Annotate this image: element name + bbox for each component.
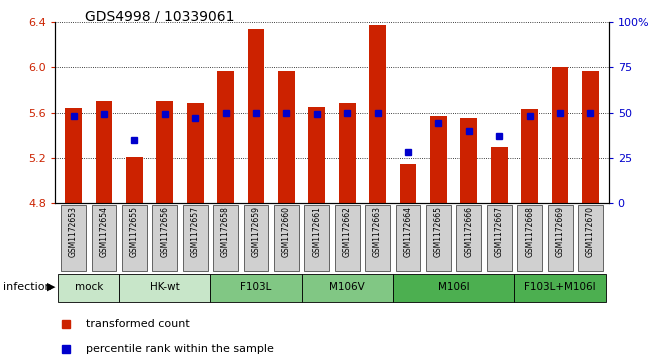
Text: GSM1172654: GSM1172654 [100,206,109,257]
FancyBboxPatch shape [183,205,208,271]
Text: GSM1172660: GSM1172660 [282,206,291,257]
Text: GSM1172659: GSM1172659 [251,206,260,257]
FancyBboxPatch shape [393,274,514,302]
Bar [339,103,355,203]
Text: GSM1172658: GSM1172658 [221,206,230,257]
FancyBboxPatch shape [210,274,301,302]
Text: GSM1172653: GSM1172653 [69,206,78,257]
Text: GSM1172661: GSM1172661 [312,206,322,257]
Bar [278,70,295,203]
FancyBboxPatch shape [517,205,542,271]
FancyBboxPatch shape [61,205,86,271]
Text: M106I: M106I [438,282,469,292]
Text: M106V: M106V [329,282,365,292]
Text: GSM1172663: GSM1172663 [373,206,382,257]
Bar [369,25,386,203]
Text: GSM1172656: GSM1172656 [160,206,169,257]
Bar [96,101,113,203]
Text: HK-wt: HK-wt [150,282,180,292]
Bar [582,70,599,203]
FancyBboxPatch shape [92,205,117,271]
FancyBboxPatch shape [487,205,512,271]
Bar [491,147,508,203]
Text: infection: infection [3,282,52,292]
Text: GDS4998 / 10339061: GDS4998 / 10339061 [85,9,234,23]
FancyBboxPatch shape [304,205,329,271]
FancyBboxPatch shape [59,274,119,302]
FancyBboxPatch shape [213,205,238,271]
FancyBboxPatch shape [335,205,359,271]
Text: GSM1172665: GSM1172665 [434,206,443,257]
FancyBboxPatch shape [243,205,268,271]
Bar [65,108,82,203]
Text: ▶: ▶ [47,282,55,292]
Text: GSM1172664: GSM1172664 [404,206,413,257]
FancyBboxPatch shape [578,205,603,271]
Text: GSM1172670: GSM1172670 [586,206,595,257]
FancyBboxPatch shape [396,205,421,271]
FancyBboxPatch shape [122,205,147,271]
Bar [309,107,325,203]
FancyBboxPatch shape [426,205,451,271]
FancyBboxPatch shape [365,205,390,271]
Text: GSM1172666: GSM1172666 [464,206,473,257]
Bar [217,70,234,203]
Bar [187,103,204,203]
Bar [551,67,568,203]
Text: GSM1172655: GSM1172655 [130,206,139,257]
FancyBboxPatch shape [514,274,605,302]
Text: GSM1172668: GSM1172668 [525,206,534,257]
FancyBboxPatch shape [119,274,210,302]
Bar [460,118,477,203]
Text: transformed count: transformed count [86,319,189,329]
Bar [521,109,538,203]
Bar [430,116,447,203]
Text: GSM1172657: GSM1172657 [191,206,200,257]
Bar [400,164,417,203]
Text: F103L: F103L [240,282,271,292]
FancyBboxPatch shape [152,205,177,271]
FancyBboxPatch shape [547,205,572,271]
FancyBboxPatch shape [274,205,299,271]
Text: GSM1172669: GSM1172669 [555,206,564,257]
Text: mock: mock [75,282,103,292]
Bar [156,101,173,203]
Text: percentile rank within the sample: percentile rank within the sample [86,344,273,354]
Bar [247,29,264,203]
FancyBboxPatch shape [301,274,393,302]
Text: F103L+M106I: F103L+M106I [524,282,596,292]
FancyBboxPatch shape [456,205,481,271]
Text: GSM1172667: GSM1172667 [495,206,504,257]
Bar [126,157,143,203]
Text: GSM1172662: GSM1172662 [342,206,352,257]
